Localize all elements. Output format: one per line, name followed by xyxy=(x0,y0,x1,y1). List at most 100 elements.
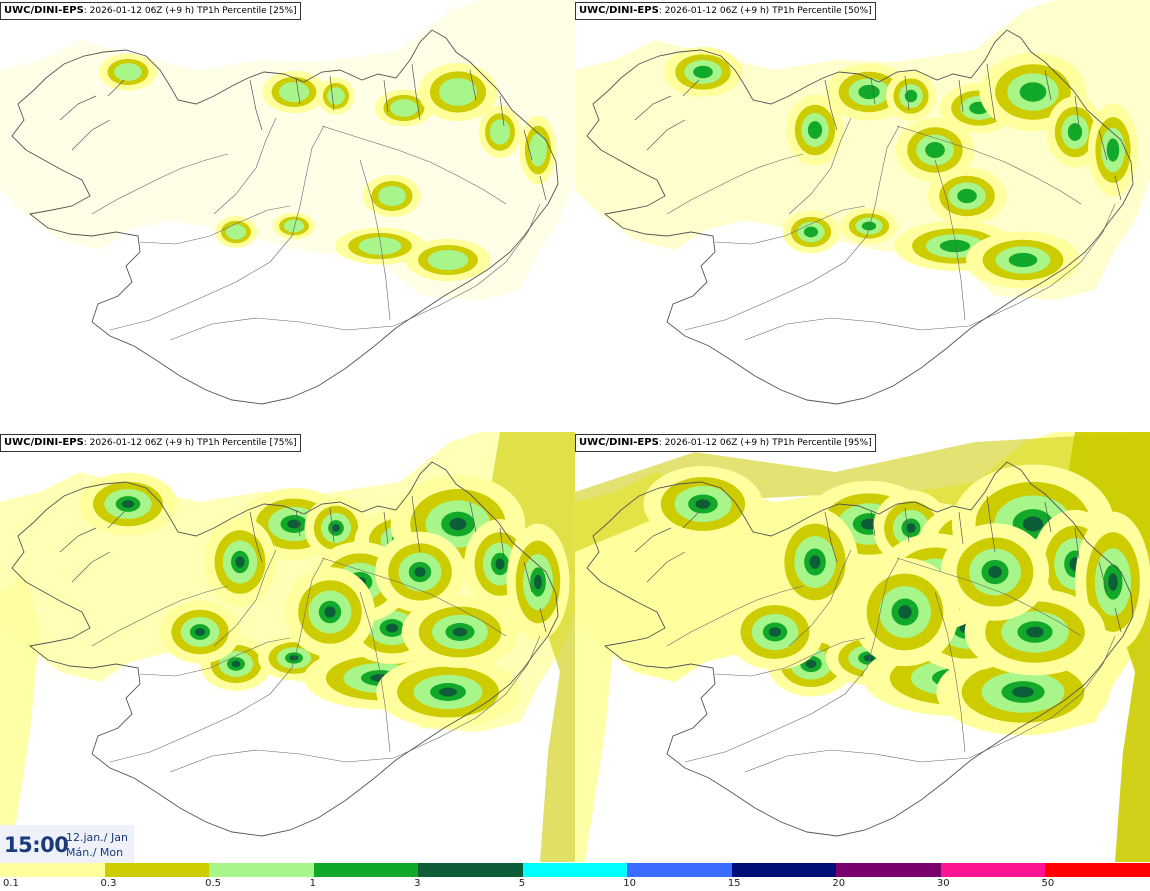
precip-contour xyxy=(194,628,206,636)
precip-contour xyxy=(452,627,468,637)
fjord-lines xyxy=(249,495,421,563)
fjord-lines xyxy=(824,495,996,563)
fjord-lines xyxy=(469,69,547,201)
precip-contour xyxy=(957,188,977,204)
precip-contour xyxy=(803,226,819,238)
legend-tick-label: 0.1 xyxy=(3,878,19,889)
road-line xyxy=(788,549,852,647)
precip-contour xyxy=(939,239,971,253)
valid-time: 15:00 xyxy=(4,833,69,857)
fjord-lines xyxy=(59,511,125,583)
precip-contour xyxy=(1108,573,1118,591)
valid-time-box: 15:00 12.jan./ Jan Mán./ Mon xyxy=(0,825,134,863)
precip-contour xyxy=(278,81,310,103)
legend-swatch xyxy=(418,863,524,877)
legend-swatch xyxy=(731,863,837,877)
panel-title: UWC/DINI-EPS: 2026-01-12 06Z (+9 h) TP1h… xyxy=(575,434,876,452)
map-panel-p25: UWC/DINI-EPS: 2026-01-12 06Z (+9 h) TP1h… xyxy=(0,0,575,430)
fjord-lines xyxy=(1044,501,1122,633)
precip-contour xyxy=(489,119,511,145)
legend-tick-label: 10 xyxy=(623,878,636,889)
road-line xyxy=(109,125,325,331)
precip-field-west xyxy=(0,572,40,862)
precip-contour xyxy=(1026,626,1044,638)
precip-contour xyxy=(327,87,345,105)
precip-contour xyxy=(534,574,542,590)
map-panel-p75: UWC/DINI-EPS: 2026-01-12 06Z (+9 h) TP1h… xyxy=(0,432,575,862)
road-line xyxy=(684,557,900,763)
legend-swatch xyxy=(522,863,628,877)
fjord-lines xyxy=(469,501,547,633)
road-line xyxy=(896,125,1082,205)
legend-swatch xyxy=(1045,863,1150,877)
fjord-lines xyxy=(1044,69,1122,201)
legend-tick-label: 50 xyxy=(1041,878,1055,889)
precip-contour xyxy=(768,627,782,637)
precip-contour xyxy=(809,555,821,569)
precip-contour xyxy=(114,63,142,81)
valid-date-line-2: Mán./ Mon xyxy=(66,846,124,859)
road-line xyxy=(934,159,966,321)
road-line xyxy=(91,153,229,215)
road-line xyxy=(321,125,507,205)
precip-contour xyxy=(414,566,426,578)
legend-swatch xyxy=(627,863,733,877)
precip-contour xyxy=(695,499,711,509)
precip-contour xyxy=(861,221,877,231)
legend-tick-label: 15 xyxy=(727,878,741,889)
precip-map xyxy=(575,432,1150,862)
road-line xyxy=(744,635,1116,773)
fjord-lines xyxy=(634,511,700,583)
fjord-lines xyxy=(249,63,421,131)
road-line xyxy=(213,549,277,647)
panel-title: UWC/DINI-EPS: 2026-01-12 06Z (+9 h) TP1h… xyxy=(0,2,301,20)
road-line xyxy=(169,203,541,341)
precip-contour xyxy=(1106,138,1120,162)
fjord-lines xyxy=(634,79,700,151)
precip-contour xyxy=(858,84,880,100)
road-line xyxy=(169,635,541,773)
legend-swatch xyxy=(209,863,315,877)
precip-contour xyxy=(289,655,299,661)
fjord-lines xyxy=(824,63,996,131)
precip-contour xyxy=(898,605,912,619)
precip-contour xyxy=(529,133,547,167)
precip-contour xyxy=(378,185,406,207)
precip-contour xyxy=(807,121,823,139)
precip-contour xyxy=(324,606,336,618)
precip-contour xyxy=(1019,82,1047,102)
iceland-coastline xyxy=(586,29,1134,405)
legend-tick-label: 0.3 xyxy=(100,878,117,889)
legend-swatch xyxy=(940,863,1046,877)
precip-contour xyxy=(988,565,1002,579)
road-line xyxy=(666,153,804,215)
panel-title: UWC/DINI-EPS: 2026-01-12 06Z (+9 h) TP1h… xyxy=(0,434,301,452)
precip-contour xyxy=(225,224,247,240)
precip-contour xyxy=(358,237,402,255)
legend-tick-label: 5 xyxy=(518,878,526,889)
road-line xyxy=(934,591,966,753)
precip-contour xyxy=(235,556,245,568)
precip-contour xyxy=(1012,686,1034,698)
precip-contour xyxy=(495,558,505,570)
precip-contour xyxy=(385,623,399,633)
precip-map xyxy=(575,0,1150,405)
precip-contour xyxy=(805,659,817,669)
legend-tick-label: 0.5 xyxy=(205,878,221,889)
map-panel-p50: UWC/DINI-EPS: 2026-01-12 06Z (+9 h) TP1h… xyxy=(575,0,1150,430)
road-line xyxy=(139,205,291,245)
road-line xyxy=(896,557,1082,637)
precip-contour xyxy=(1022,516,1044,532)
iceland-coastline xyxy=(586,461,1134,837)
road-line xyxy=(788,117,852,215)
precip-contour xyxy=(283,219,305,233)
road-line xyxy=(714,205,866,245)
precip-contour xyxy=(925,141,945,159)
road-line xyxy=(139,637,291,677)
iceland-coastline xyxy=(11,461,559,837)
panel-title: UWC/DINI-EPS: 2026-01-12 06Z (+9 h) TP1h… xyxy=(575,2,876,20)
precip-contour xyxy=(693,65,713,79)
legend-tick-label: 3 xyxy=(414,878,421,889)
legend-tick-label: 30 xyxy=(936,878,950,889)
fjord-lines xyxy=(59,79,125,151)
